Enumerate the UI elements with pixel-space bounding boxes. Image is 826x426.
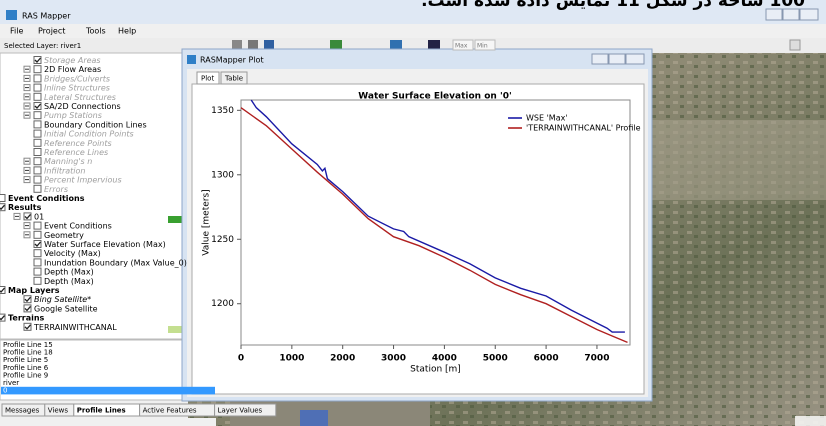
checkbox[interactable] [34,222,41,229]
profile-line[interactable]: 0 [3,387,7,395]
tree-item[interactable]: Reference Lines [44,148,108,157]
checkbox[interactable] [34,66,41,73]
tree-item[interactable]: Velocity (Max) [44,249,101,258]
menu-item[interactable]: Help [118,27,136,36]
maximize-button[interactable] [609,54,625,64]
tree-item[interactable]: Errors [44,185,68,194]
plot-tab-label: Table [224,75,243,83]
tree-item[interactable]: Bing Satellite* [34,295,91,304]
tree-item[interactable]: Initial Condition Points [44,130,134,139]
checkbox[interactable] [34,268,41,275]
tree-item[interactable]: 01 [34,212,44,221]
x-tick-label: 1000 [279,354,304,364]
tree-item[interactable]: Storage Areas [44,56,101,65]
checkbox[interactable] [34,176,41,183]
checkbox[interactable] [34,149,41,156]
tab-label: Messages [5,407,40,415]
checkbox[interactable] [34,121,41,128]
tree-item[interactable]: Bridges/Culverts [44,74,110,83]
tree-item[interactable]: Depth (Max) [44,277,94,286]
x-tick-label: 0 [238,354,244,364]
tree-item[interactable]: Pump Stations [44,111,102,120]
checkbox[interactable] [34,250,41,257]
tree-item[interactable]: Terrains [8,314,45,323]
tree-item[interactable]: Inline Structures [44,84,110,93]
checkbox[interactable] [34,185,41,192]
tab-label: Views [48,407,69,415]
checkbox[interactable] [34,139,41,146]
selected-layer: Selected Layer: river1 [4,42,81,50]
y-tick-label: 1300 [211,170,234,180]
y-tick-label: 1200 [211,299,234,309]
x-axis-label: Station [m] [410,365,461,375]
checkbox[interactable] [34,277,41,284]
plot-window-title: RASMapper Plot [200,56,264,65]
y-tick-label: 1250 [211,235,234,245]
tree-item[interactable]: Boundary Condition Lines [44,120,147,129]
map-building [300,410,328,426]
tree-item[interactable]: Depth (Max) [44,268,94,277]
y-axis-label: Value [meters] [202,189,212,255]
legend-swatch [168,326,182,333]
tree-item[interactable]: Lateral Structures [44,93,116,102]
checkbox[interactable] [34,112,41,119]
menu-item[interactable]: File [10,27,23,36]
x-tick-label: 6000 [534,354,559,364]
x-tick-label: 7000 [584,354,609,364]
checkbox[interactable] [34,158,41,165]
map-scale [795,416,826,426]
screen: RAS Mapper Selected Layer: river1 RASMap… [0,0,826,426]
x-tick-label: 2000 [330,354,355,364]
tree-item[interactable]: SA/2D Connections [44,102,121,111]
y-tick-label: 1350 [211,106,234,116]
tool-icon[interactable] [790,40,800,50]
tree-item[interactable]: Geometry [44,231,84,240]
plot-icon [187,55,196,64]
tab-label: Active Features [143,407,197,415]
x-tick-label: 5000 [483,354,508,364]
app-icon [6,10,17,20]
tree-item[interactable]: Results [8,203,42,212]
tree-item[interactable]: Event Conditions [8,194,85,203]
selection [1,387,215,395]
checkbox[interactable] [34,167,41,174]
tree-item[interactable]: Google Satellite [34,304,98,313]
tree-item[interactable]: Map Layers [8,286,60,295]
checkbox[interactable] [34,75,41,82]
tab-label: Profile Lines [77,407,126,415]
tab-label: Layer Values [218,407,263,415]
tree-item[interactable]: Reference Points [44,139,112,148]
x-tick-label: 3000 [381,354,406,364]
tree-item[interactable]: Event Conditions [44,222,112,231]
checkbox[interactable] [0,195,5,202]
legend-label: 'TERRAINWITHCANAL' Profile [526,124,641,133]
checkbox[interactable] [34,93,41,100]
window-title: RAS Mapper [22,12,71,21]
tree-item[interactable]: Infiltration [44,166,85,175]
checkbox[interactable] [34,231,41,238]
map-area [650,120,826,200]
toolbar-label: Max [455,43,468,50]
caption: 100 شاخه در شکل 11 نمایش داده شده است. [421,0,805,11]
checkbox[interactable] [34,84,41,91]
tree-item[interactable]: 2D Flow Areas [44,65,101,74]
plot-tab-label: Plot [201,75,214,83]
menu-item[interactable]: Project [38,27,65,36]
tree-item[interactable]: Inundation Boundary (Max Value_0) [44,258,187,267]
x-tick-label: 4000 [432,354,457,364]
toolbar-label: Min [477,43,488,50]
status-bar [0,418,216,426]
tree-item[interactable]: TERRAINWITHCANAL [33,323,117,332]
checkbox[interactable] [34,259,41,266]
tree-item[interactable]: Percent Impervious [44,176,122,185]
checkbox[interactable] [34,130,41,137]
tree-item[interactable]: Manning's n [44,157,92,166]
legend-label: WSE 'Max' [526,114,568,123]
close-button[interactable] [626,54,644,64]
legend-swatch [168,216,182,223]
tree-item[interactable]: Water Surface Elevation (Max) [44,240,166,249]
minimize-button[interactable] [592,54,608,64]
menu-item[interactable]: Tools [85,27,106,36]
